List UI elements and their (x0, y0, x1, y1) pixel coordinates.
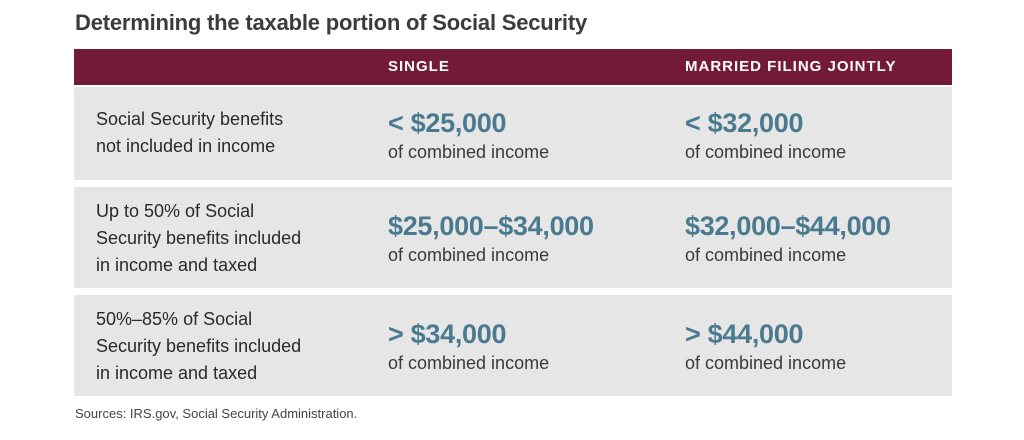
table-row: Up to 50% of Social Security benefits in… (74, 187, 952, 288)
single-cell: > $34,000 of combined income (388, 318, 549, 374)
single-subtext: of combined income (388, 142, 550, 162)
single-subtext: of combined income (388, 353, 550, 373)
single-subtext: of combined income (388, 245, 550, 265)
table-row: Social Security benefits not included in… (74, 87, 952, 180)
single-amount: < $25,000 (388, 108, 507, 138)
single-amount: $25,000–$34,000 (388, 211, 594, 241)
joint-cell: < $32,000 of combined income (685, 107, 846, 163)
joint-subtext: of combined income (685, 142, 847, 162)
single-cell: $25,000–$34,000 of combined income (388, 210, 594, 266)
joint-amount: < $32,000 (685, 108, 804, 138)
table-header: SINGLE MARRIED FILING JOINTLY (74, 49, 952, 85)
page-title: Determining the taxable portion of Socia… (75, 10, 587, 35)
joint-amount: > $44,000 (685, 319, 804, 349)
row-label: 50%–85% of Social Security benefits incl… (96, 309, 302, 383)
joint-amount: $32,000–$44,000 (685, 211, 891, 241)
single-amount: > $34,000 (388, 319, 507, 349)
single-cell: < $25,000 of combined income (388, 107, 549, 163)
source-note: Sources: IRS.gov, Social Security Admini… (75, 406, 358, 421)
row-label: Social Security benefits not included in… (96, 109, 284, 156)
taxable-portion-table: SINGLE MARRIED FILING JOINTLY Social Sec… (74, 49, 952, 396)
column-header-married-filing-jointly: MARRIED FILING JOINTLY (685, 58, 897, 75)
joint-cell: > $44,000 of combined income (685, 318, 846, 374)
joint-subtext: of combined income (685, 353, 847, 373)
row-label: Up to 50% of Social Security benefits in… (96, 201, 302, 275)
column-header-single: SINGLE (388, 58, 450, 75)
table-row: 50%–85% of Social Security benefits incl… (74, 295, 952, 396)
joint-subtext: of combined income (685, 245, 847, 265)
joint-cell: $32,000–$44,000 of combined income (685, 210, 891, 266)
